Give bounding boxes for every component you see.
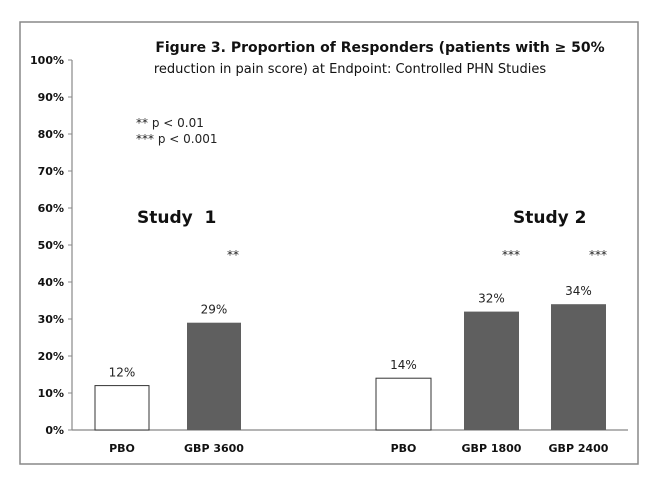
data-label: 34% [565, 284, 592, 298]
significance-marker: *** [502, 248, 520, 262]
x-tick-label: GBP 1800 [462, 442, 522, 455]
bar [187, 322, 241, 430]
y-tick-label: 10% [38, 387, 64, 400]
y-tick-label: 50% [38, 239, 64, 252]
data-label: 29% [201, 303, 228, 317]
significance-marker: ** [227, 248, 239, 262]
legend-p001: ** p < 0.01 [136, 116, 204, 130]
y-tick-label: 90% [38, 91, 64, 104]
x-tick-label: GBP 2400 [549, 442, 609, 455]
y-tick-label: 80% [38, 128, 64, 141]
legend-p0001: *** p < 0.001 [136, 132, 217, 146]
bar [464, 311, 519, 430]
y-tick-label: 0% [45, 424, 64, 437]
x-tick-label: PBO [391, 442, 417, 455]
y-tick-label: 20% [38, 350, 64, 363]
y-tick-label: 70% [38, 165, 64, 178]
group-label-study-2: Study 2 [513, 208, 586, 228]
y-tick-label: 60% [38, 202, 64, 215]
chart-title: Figure 3. Proportion of Responders (pati… [155, 40, 604, 56]
x-tick-label: GBP 3600 [184, 442, 244, 455]
data-label: 14% [390, 358, 417, 372]
bar [94, 385, 150, 431]
data-label: 12% [109, 366, 136, 380]
chart-subtitle: reduction in pain score) at Endpoint: Co… [154, 62, 547, 77]
significance-marker: *** [589, 248, 607, 262]
x-tick-label: PBO [109, 442, 135, 455]
data-label: 32% [478, 292, 505, 306]
y-tick-label: 40% [38, 276, 64, 289]
bar [375, 377, 432, 431]
y-tick-label: 30% [38, 313, 64, 326]
group-label-study-1: Study 1 [137, 208, 216, 228]
y-tick-label: 100% [30, 54, 64, 67]
bar [551, 304, 606, 430]
